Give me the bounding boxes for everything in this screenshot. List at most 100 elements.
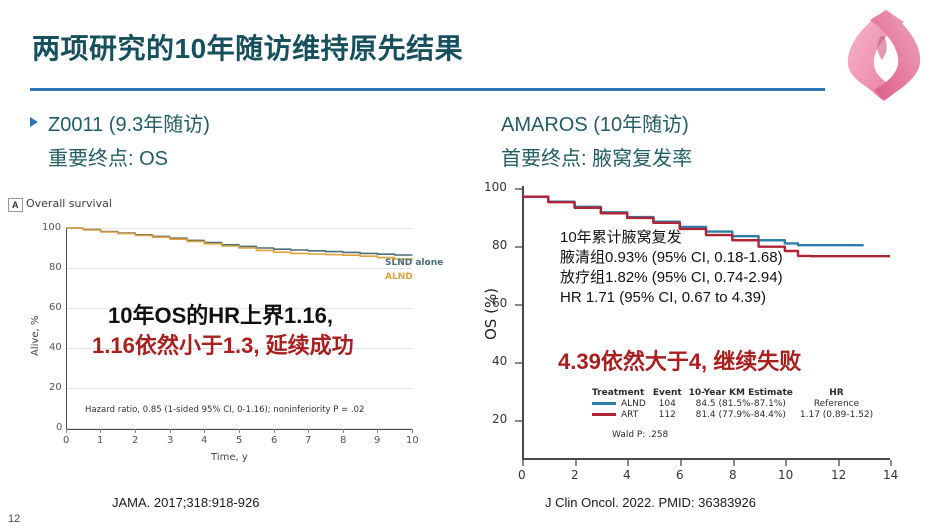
- table-row: ALND 104 84.5 (81.5%-87.1%) Reference: [592, 399, 880, 410]
- col-event: Event: [652, 388, 682, 398]
- panel-tag-a: A: [8, 198, 23, 212]
- xr-tick-8: [733, 460, 735, 466]
- y-tick-40: 40: [49, 342, 62, 353]
- gridline-80: [66, 268, 412, 269]
- col-hr: HR: [829, 388, 844, 398]
- km-curves-left: [66, 227, 413, 261]
- citation-left: JAMA. 2017;318:918-926: [112, 495, 260, 510]
- km-curves-right: [522, 195, 890, 258]
- y-axis-line-right: [522, 186, 524, 460]
- xr-lab-12: 12: [831, 468, 847, 482]
- y-lab-40: 40: [492, 354, 508, 368]
- y-tick-mark-100: [515, 188, 522, 190]
- gridline-40: [66, 348, 412, 349]
- y-tick-mark-60: [515, 304, 522, 306]
- col-km-estimate: 10-Year KM Estimate: [688, 388, 793, 398]
- xr-lab-14: 14: [883, 468, 899, 482]
- row-art-label: ART: [621, 410, 639, 420]
- row-alnd-label: ALND: [621, 399, 646, 409]
- annotation-left-line1: 10年OS的HR上界1.16,: [108, 303, 333, 328]
- annotation-right-red: 4.39依然大于4, 继续失败: [558, 349, 802, 374]
- citation-right: J Clin Oncol. 2022. PMID: 36383926: [545, 495, 757, 510]
- xr-tick-2: [575, 460, 577, 466]
- km-curve-art: [522, 195, 890, 258]
- xr-tick-10: [785, 460, 787, 466]
- y-lab-100: 100: [484, 180, 507, 194]
- row-art-hr: 1.17 (0.89-1.52): [799, 410, 874, 420]
- xr-tick-4: [627, 460, 629, 466]
- gridline-100: [66, 228, 412, 229]
- xr-tick-12: [838, 460, 840, 466]
- x-lab-0: 0: [63, 435, 70, 446]
- y-lab-60: 60: [492, 296, 508, 310]
- annotation-left-line2: 1.16依然小于1.3, 延续成功: [92, 333, 354, 358]
- gridline-60: [66, 308, 412, 309]
- x-tick-5: [239, 429, 240, 433]
- xr-tick-6: [680, 460, 682, 466]
- page-title: 两项研究的10年随访维持原先结果: [32, 33, 464, 64]
- legend-label-slnd-alone: SLND alone: [385, 258, 444, 268]
- x-lab-2: 2: [132, 435, 139, 446]
- xr-tick-0: [522, 460, 524, 466]
- row-art-km: 81.4 (77.9%-84.4%): [695, 410, 786, 420]
- x-lab-1: 1: [97, 435, 104, 446]
- x-lab-3: 3: [167, 435, 174, 446]
- y-tick-60: 60: [49, 302, 62, 313]
- page-number: 12: [8, 513, 21, 525]
- annotation-right-line-2: 放疗组1.82% (95% CI, 0.74-2.94): [560, 269, 783, 286]
- col-treatment: Treatment: [592, 388, 645, 398]
- header-divider: [30, 88, 825, 91]
- row-alnd-km: 84.5 (81.5%-87.1%): [695, 399, 786, 409]
- xr-lab-4: 4: [623, 468, 631, 482]
- y-tick-mark-40: [515, 362, 522, 364]
- gridline-20: [66, 388, 412, 389]
- x-lab-6: 6: [271, 435, 278, 446]
- x-tick-8: [343, 429, 344, 433]
- y-tick-mark-80: [515, 246, 522, 248]
- y-tick-100: 100: [42, 222, 62, 233]
- row-alnd-hr: Reference: [813, 399, 860, 409]
- x-tick-2: [135, 429, 136, 433]
- table-header-row: Treatment Event 10-Year KM Estimate HR: [592, 388, 880, 399]
- km-curve-alnd: [66, 227, 413, 261]
- hazard-ratio-footnote: Hazard ratio, 0.85 (1-sided 95% CI, 0-1.…: [85, 405, 365, 415]
- x-axis-title-left: Time, y: [211, 452, 248, 463]
- x-lab-7: 7: [305, 435, 312, 446]
- row-art-treatment: ART: [592, 410, 653, 421]
- legend-swatch-art: [592, 413, 616, 416]
- y-lab-20: 20: [492, 412, 508, 426]
- x-tick-1: [100, 429, 101, 433]
- x-lab-8: 8: [340, 435, 347, 446]
- x-axis-line-right: [522, 458, 890, 460]
- annotation-right-block: 10年累计腋窝复发 腋清组0.93% (95% CI, 0.18-1.68) 放…: [560, 228, 783, 308]
- bullet-triangle-icon: [30, 117, 38, 127]
- pink-breast-cancer-ribbon-icon: [847, 10, 921, 101]
- x-tick-9: [377, 429, 378, 433]
- x-lab-4: 4: [201, 435, 208, 446]
- row-alnd-event: 104: [658, 399, 676, 409]
- y-axis-line-left: [66, 228, 67, 429]
- x-tick-10: [412, 429, 413, 433]
- table-row: ART 112 81.4 (77.9%-84.4%) 1.17 (0.89-1.…: [592, 410, 880, 421]
- x-tick-0: [66, 429, 67, 433]
- chart-left-title: Overall survival: [26, 197, 112, 210]
- xr-lab-2: 2: [571, 468, 579, 482]
- x-lab-9: 9: [374, 435, 381, 446]
- wald-p-value: Wald P: .258: [612, 430, 669, 440]
- annotation-right-line-3: HR 1.71 (95% CI, 0.67 to 4.39): [560, 289, 766, 306]
- x-tick-3: [170, 429, 171, 433]
- km-estimate-table: Treatment Event 10-Year KM Estimate HR A…: [592, 388, 880, 421]
- x-tick-6: [274, 429, 275, 433]
- study-right-heading-group: AMAROS (10年随访) 首要终点: 腋窝复发率: [501, 108, 692, 171]
- x-tick-4: [204, 429, 205, 433]
- row-alnd-treatment: ALND: [592, 399, 653, 410]
- y-tick-mark-20: [515, 420, 522, 422]
- study-left-heading: Z0011 (9.3年随访): [48, 114, 210, 136]
- chart-z0011-overall-survival: A Overall survival 100 80 60 40 20 0 Ali…: [4, 196, 434, 486]
- xr-lab-0: 0: [518, 468, 526, 482]
- xr-lab-8: 8: [729, 468, 737, 482]
- y-tick-80: 80: [49, 262, 62, 273]
- y-tick-0: 0: [56, 422, 63, 433]
- y-lab-80: 80: [492, 238, 508, 252]
